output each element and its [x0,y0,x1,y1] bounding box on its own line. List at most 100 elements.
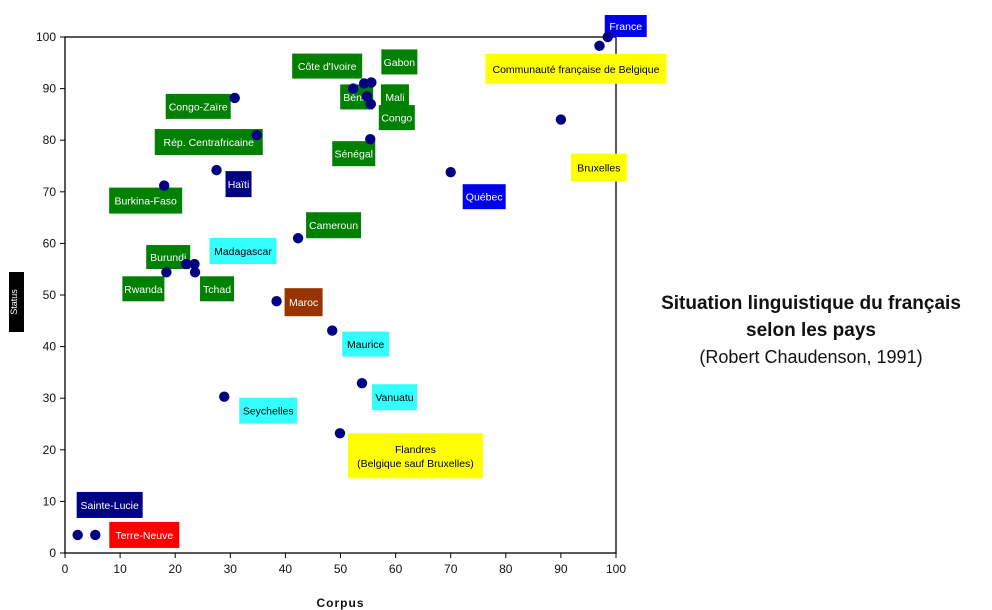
point-label-maurice: Maurice [347,339,385,351]
point-label-france: France [609,21,642,33]
point-label-madagascar: Madagascar [214,246,272,258]
point-label-rwanda: Rwanda [124,284,163,296]
point-label-bruxelles: Bruxelles [577,163,620,175]
y-tick-label: 90 [43,82,57,96]
data-point-r-p-centrafricaine [251,129,262,141]
data-point-bruxelles [555,114,567,125]
label-box-burkina-faso [109,187,183,214]
label-box-c-te-d-ivoire [292,53,363,79]
y-tick-label: 30 [43,391,57,405]
x-tick-label: 20 [169,562,183,576]
label-box-terre-neuve [109,521,180,548]
data-point-congo-za-re [229,92,240,104]
label-box-congo [378,105,415,131]
data-point-rwanda [161,267,172,278]
data-point-maroc [271,295,282,307]
chart-caption: Situation linguistique du français selon… [630,290,992,370]
label-box-ha-ti [225,171,252,198]
y-tick-label: 40 [43,340,57,354]
label-box-sainte-lucie [76,491,143,518]
point-label-tchad: Tchad [203,284,231,296]
data-point-maurice [327,325,338,336]
label-box-tchad [200,276,235,302]
data-point-s-n-gal [365,133,376,145]
label-box-flandres-belgique-sauf-bruxelles [347,433,483,479]
label-box-maurice [342,331,390,357]
data-point-flandres-belgique-sauf-bruxelles [334,428,346,439]
x-tick-label: 0 [62,562,69,576]
point-label-cameroun: Cameroun [309,220,358,232]
label-box-cameroun [306,212,362,239]
label-box-communaut-fran-aise-de-belgique [485,53,667,84]
label-box-s-n-gal [332,141,376,167]
point-label-communaut-fran-aise-de-belgique: Communauté française de Belgique [493,64,660,76]
caption-title-line1: Situation linguistique du français [661,293,961,314]
point-label-flandres-belgique-sauf-bruxelles-line1: Flandres [395,444,436,456]
point-label-mali: Mali [385,92,404,104]
point-label-flandres-belgique-sauf-bruxelles-line2: (Belgique sauf Bruxelles) [357,458,474,470]
data-point-vanuatu [356,378,368,389]
point-label-qu-bec: Québec [466,192,503,204]
data-point-communaut-fran-aise-de-belgique [594,40,605,51]
data-point-qu-bec [445,166,456,178]
x-tick-label: 90 [554,562,568,576]
point-label-congo-za-re: Congo-Zaïre [169,101,228,113]
point-label-s-n-gal: Sénégal [334,149,373,161]
data-point-sainte-lucie [72,529,83,541]
point-label-burundi: Burundi [150,252,186,264]
y-tick-label: 60 [43,236,57,250]
y-tick-label: 70 [43,185,57,199]
point-label-c-te-d-ivoire: Côte d'Ivoire [298,61,357,73]
caption-source: (Robert Chaudenson, 1991) [699,347,923,367]
label-box-maroc [284,288,323,317]
label-box-france [604,15,647,37]
label-box-gabon [381,49,418,75]
point-label-gabon: Gabon [384,57,416,69]
label-box-r-p-centrafricaine [154,129,263,156]
data-point-seychelles [219,391,230,402]
data-point-madagascar [189,258,200,270]
data-point-burkina-faso [158,180,170,191]
label-box-vanuatu [371,384,417,411]
point-label-seychelles: Seychelles [243,406,294,418]
point-label-sainte-lucie: Sainte-Lucie [80,500,139,512]
x-tick-label: 50 [334,562,348,576]
label-box-bruxelles [570,153,627,182]
y-tick-label: 50 [43,288,57,302]
label-box-qu-bec [462,184,506,210]
point-label-maroc: Maroc [289,297,318,309]
x-tick-label: 80 [499,562,513,576]
label-box-madagascar [209,238,277,265]
x-tick-label: 60 [389,562,403,576]
data-point-congo [365,98,377,110]
point-label-vanuatu: Vanuatu [375,392,413,404]
label-box-burundi [146,245,191,270]
point-label-r-p-centrafricaine: Rép. Centrafricaine [164,137,255,149]
y-tick-label: 80 [43,133,57,147]
point-label-burkina-faso: Burkina-Faso [114,196,177,208]
x-axis-label: Corpus [317,596,365,610]
x-tick-label: 40 [279,562,293,576]
data-point-mali [361,91,373,102]
data-point-c-te-d-ivoire [347,83,359,94]
data-point-cameroun [292,233,304,244]
data-point-burundi [181,258,192,270]
x-tick-label: 10 [113,562,127,576]
x-tick-label: 100 [606,562,626,576]
y-tick-label: 20 [43,443,57,457]
label-box-seychelles [239,397,298,424]
x-tick-label: 30 [224,562,238,576]
point-label-congo: Congo [381,113,412,125]
y-axis-label-box [9,272,24,332]
y-tick-label: 10 [43,494,57,508]
point-label-ha-ti: Haïti [228,179,250,191]
data-point-france [602,31,613,43]
data-point-terre-neuve [90,529,101,541]
point-label-terre-neuve: Terre-Neuve [115,530,173,542]
label-box-rwanda [122,276,165,302]
y-axis-label: Status [9,289,19,315]
x-tick-label: 70 [444,562,458,576]
label-box-congo-za-re [165,93,231,119]
data-point-tchad [189,267,201,278]
